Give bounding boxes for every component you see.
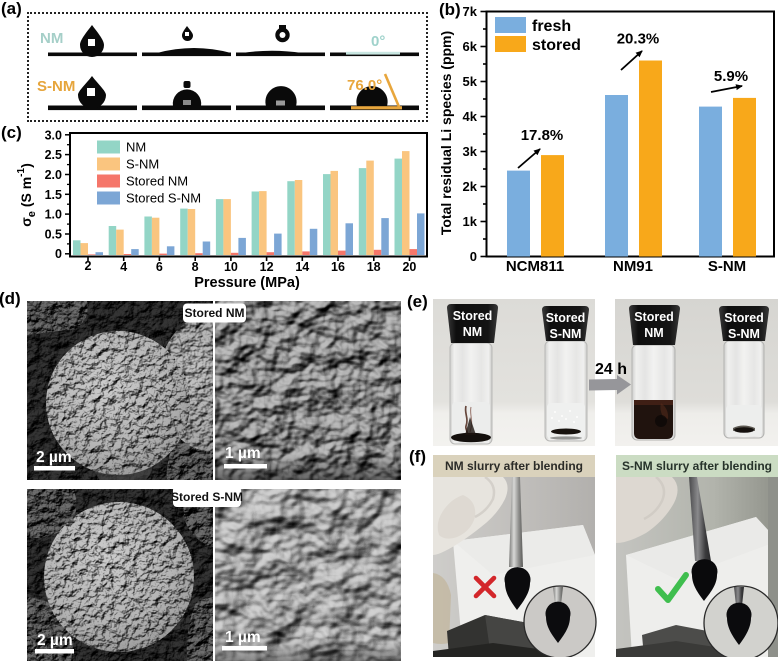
svg-text:20.3%: 20.3% [617, 31, 660, 48]
svg-text:NCM811: NCM811 [506, 258, 564, 275]
svg-text:2.5: 2.5 [45, 148, 62, 162]
svg-text:0°: 0° [371, 33, 385, 50]
svg-text:S-NM: S-NM [550, 327, 582, 341]
svg-text:18: 18 [367, 260, 381, 274]
svg-text:1 µm: 1 µm [225, 629, 261, 646]
svg-text:5k: 5k [463, 74, 478, 89]
svg-text:NM: NM [40, 30, 63, 47]
svg-text:Stored NM: Stored NM [185, 306, 245, 320]
svg-text:4k: 4k [463, 109, 478, 124]
svg-text:6: 6 [156, 260, 163, 274]
svg-text:fresh: fresh [532, 18, 571, 35]
svg-text:Stored S-NM: Stored S-NM [126, 191, 201, 206]
svg-text:7k: 7k [463, 4, 478, 19]
svg-text:0: 0 [470, 249, 477, 264]
svg-text:5.9%: 5.9% [714, 68, 748, 85]
svg-text:Stored NM: Stored NM [126, 174, 188, 189]
svg-text:S-NM: S-NM [37, 78, 75, 95]
svg-text:Stored: Stored [634, 310, 674, 324]
svg-text:S-NM: S-NM [708, 258, 746, 275]
svg-text:17.8%: 17.8% [521, 127, 564, 144]
svg-text:1.0: 1.0 [45, 208, 62, 222]
svg-text:1.5: 1.5 [45, 188, 62, 202]
svg-text:2: 2 [85, 259, 92, 273]
svg-text:0.5: 0.5 [45, 228, 62, 242]
svg-text:NM: NM [463, 325, 482, 339]
svg-text:Pressure (MPa): Pressure (MPa) [194, 275, 300, 291]
svg-text:NM slurry after blending: NM slurry after blending [445, 459, 583, 473]
svg-text:S-NM: S-NM [728, 327, 760, 341]
svg-text:3k: 3k [463, 144, 478, 159]
svg-text:76.0°: 76.0° [347, 77, 382, 94]
svg-text:NM91: NM91 [613, 258, 653, 275]
svg-text:2.0: 2.0 [45, 168, 62, 182]
svg-text:10: 10 [224, 260, 238, 274]
svg-text:2k: 2k [463, 179, 478, 194]
svg-text:20: 20 [402, 260, 416, 274]
svg-text:4: 4 [120, 260, 127, 274]
svg-text:Stored: Stored [724, 311, 764, 325]
svg-text:Stored: Stored [453, 309, 493, 323]
svg-text:16: 16 [331, 260, 345, 274]
svg-text:S-NM: S-NM [126, 157, 159, 172]
svg-text:1 µm: 1 µm [225, 445, 261, 462]
svg-text:3.0: 3.0 [45, 128, 62, 142]
svg-text:2 µm: 2 µm [37, 632, 73, 649]
svg-text:Stored: Stored [546, 311, 586, 325]
svg-text:Stored S-NM: Stored S-NM [171, 490, 243, 504]
svg-text:NM: NM [644, 326, 663, 340]
svg-text:stored: stored [532, 37, 581, 54]
svg-text:Total residual Li species (ppm: Total residual Li species (ppm) [438, 31, 454, 235]
svg-text:0: 0 [55, 247, 62, 261]
svg-text:NM: NM [126, 140, 146, 155]
svg-text:6k: 6k [463, 39, 478, 54]
svg-text:8: 8 [192, 260, 199, 274]
svg-text:14: 14 [295, 260, 309, 274]
svg-text:S-NM slurry after blending: S-NM slurry after blending [622, 459, 772, 473]
svg-text:σe (S m-1): σe (S m-1) [16, 163, 38, 227]
svg-text:1k: 1k [463, 214, 478, 229]
svg-text:2 µm: 2 µm [36, 449, 72, 466]
svg-text:12: 12 [260, 260, 274, 274]
svg-text:24 h: 24 h [595, 361, 627, 378]
